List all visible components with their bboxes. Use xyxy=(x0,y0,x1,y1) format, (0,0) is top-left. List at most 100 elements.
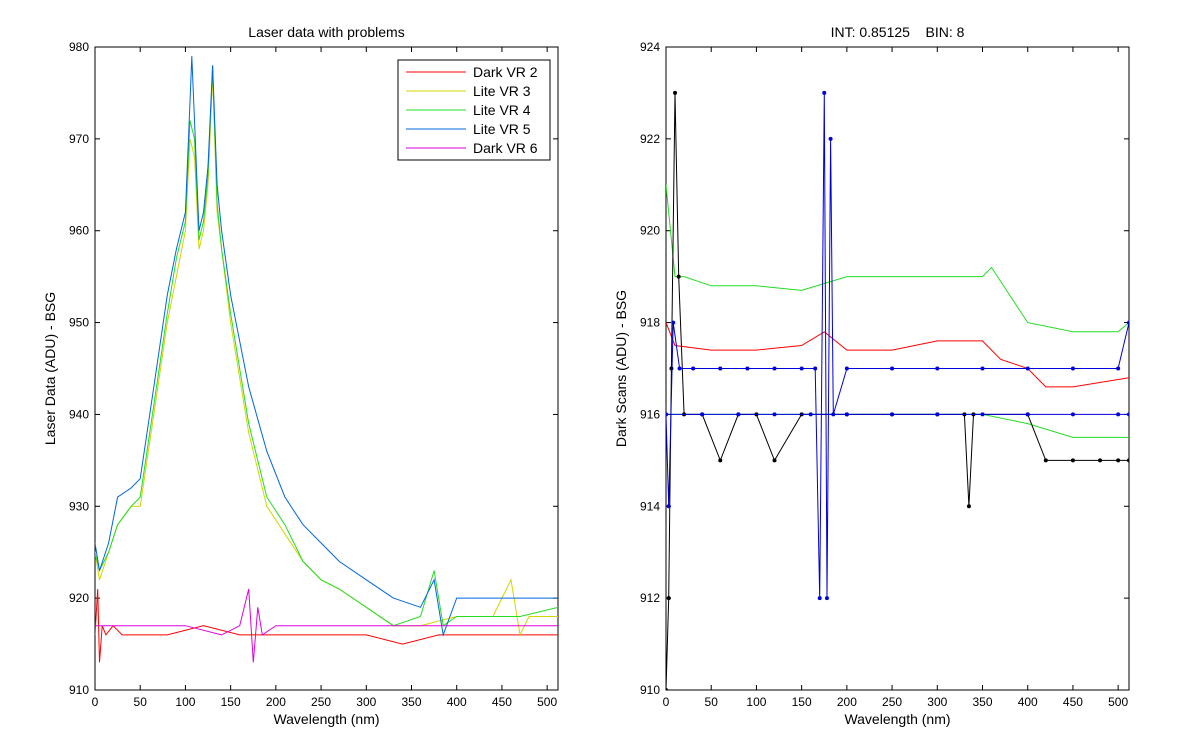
y-axis-label: Dark Scans (ADU) - BSG xyxy=(613,290,629,447)
y-tick-label: 920 xyxy=(640,224,660,238)
x-tick-label: 150 xyxy=(792,695,812,709)
series-marker xyxy=(935,412,940,417)
legend-entry: Lite VR 5 xyxy=(473,121,531,137)
x-tick-label: 250 xyxy=(311,695,331,709)
series-marker xyxy=(1098,458,1103,463)
x-tick-label: 50 xyxy=(705,695,719,709)
chart-dark-scans: 0 50 100 150 200 250 300 350 400 450 500 910 912 914 9… xyxy=(613,24,1130,727)
legend-entry: Dark VR 2 xyxy=(473,64,538,80)
x-tick-label: 400 xyxy=(1018,695,1038,709)
y-tick-label: 950 xyxy=(69,316,89,330)
series-marker xyxy=(772,458,777,463)
series-marker xyxy=(844,366,849,371)
series-marker xyxy=(890,366,895,371)
series-marker xyxy=(808,412,813,417)
series-marker xyxy=(828,136,833,141)
series-marker xyxy=(1116,366,1121,371)
x-tick-label: 0 xyxy=(663,695,670,709)
series-marker xyxy=(890,412,895,417)
x-tick-label: 350 xyxy=(401,695,421,709)
series-line-2 xyxy=(666,322,1129,388)
y-tick-label: 922 xyxy=(640,132,660,146)
series-marker xyxy=(745,366,750,371)
series-marker xyxy=(666,504,671,509)
series-marker xyxy=(736,412,741,417)
y-tick-label: 914 xyxy=(640,499,660,513)
y-tick-label: 916 xyxy=(640,407,660,421)
series-marker xyxy=(718,366,723,371)
series-marker xyxy=(824,596,829,601)
series-marker xyxy=(1070,366,1075,371)
series-group xyxy=(666,90,1129,690)
x-tick-label: 500 xyxy=(537,695,557,709)
series-marker xyxy=(1127,458,1129,463)
y-tick-label: 960 xyxy=(69,224,89,238)
y-tick-label: 980 xyxy=(69,40,89,54)
series-marker xyxy=(799,366,804,371)
x-tick-label: 450 xyxy=(1063,695,1083,709)
y-tick-label: 920 xyxy=(69,591,89,605)
series-marker xyxy=(1025,412,1030,417)
series-marker xyxy=(1070,412,1075,417)
series-marker xyxy=(1116,412,1121,417)
series-marker xyxy=(700,412,705,417)
series-marker xyxy=(666,688,668,690)
x-tick-label: 500 xyxy=(1108,695,1128,709)
x-tick-label: 400 xyxy=(447,695,467,709)
series-marker xyxy=(817,596,822,601)
x-tick-label: 150 xyxy=(221,695,241,709)
chart-laser-data: 0 50 100 150 200 250 300 350 400 450 500 910 920 930 9… xyxy=(42,24,559,727)
y-tick-label: 918 xyxy=(640,316,660,330)
series-marker xyxy=(1043,458,1048,463)
series-marker xyxy=(1070,458,1075,463)
series-group xyxy=(95,56,558,663)
x-tick-label: 50 xyxy=(134,695,148,709)
series-line-0 xyxy=(666,184,1129,333)
series-marker xyxy=(980,366,985,371)
x-tick-label: 300 xyxy=(356,695,376,709)
series-line-4 xyxy=(95,588,558,663)
series-marker xyxy=(666,412,668,417)
chart-title: INT: 0.85125 BIN: 8 xyxy=(831,24,965,40)
series-marker xyxy=(822,90,827,95)
x-tick-label: 250 xyxy=(882,695,902,709)
y-tick-label: 910 xyxy=(640,683,660,697)
y-tick-label: 924 xyxy=(640,40,660,54)
series-marker xyxy=(669,366,674,371)
y-tick-label: 912 xyxy=(640,591,660,605)
legend: Dark VR 2 Lite VR 3 Lite VR 4 Lite VR 5 Dark… xyxy=(397,59,551,161)
series-line-3 xyxy=(95,56,558,637)
series-marker xyxy=(718,458,723,463)
chart-title: Laser data with problems xyxy=(248,24,404,40)
x-axis-label: Wavelength (nm) xyxy=(844,711,950,727)
legend-entry: Dark VR 6 xyxy=(473,140,538,156)
series-marker xyxy=(935,366,940,371)
x-tick-label: 100 xyxy=(175,695,195,709)
series-marker xyxy=(673,90,678,95)
series-marker xyxy=(666,596,671,601)
series-marker xyxy=(772,412,777,417)
x-tick-label: 450 xyxy=(492,695,512,709)
series-marker xyxy=(1025,366,1030,371)
series-marker xyxy=(676,274,681,279)
series-marker xyxy=(772,366,777,371)
x-tick-label: 200 xyxy=(837,695,857,709)
y-axis-label: Laser Data (ADU) - BSG xyxy=(42,292,58,445)
x-tick-label: 350 xyxy=(972,695,992,709)
series-marker xyxy=(671,320,676,325)
series-marker xyxy=(1127,412,1129,417)
series-marker xyxy=(844,412,849,417)
series-marker xyxy=(677,366,682,371)
y-tick-label: 910 xyxy=(69,683,89,697)
x-axis-label: Wavelength (nm) xyxy=(273,711,379,727)
x-tick-label: 100 xyxy=(746,695,766,709)
x-tick-label: 0 xyxy=(92,695,99,709)
series-marker xyxy=(1127,320,1129,325)
series-marker xyxy=(980,412,985,417)
x-tick-label: 300 xyxy=(927,695,947,709)
y-tick-label: 940 xyxy=(69,407,89,421)
series-marker xyxy=(813,366,818,371)
legend-entry: Lite VR 3 xyxy=(473,83,531,99)
series-marker xyxy=(966,504,971,509)
